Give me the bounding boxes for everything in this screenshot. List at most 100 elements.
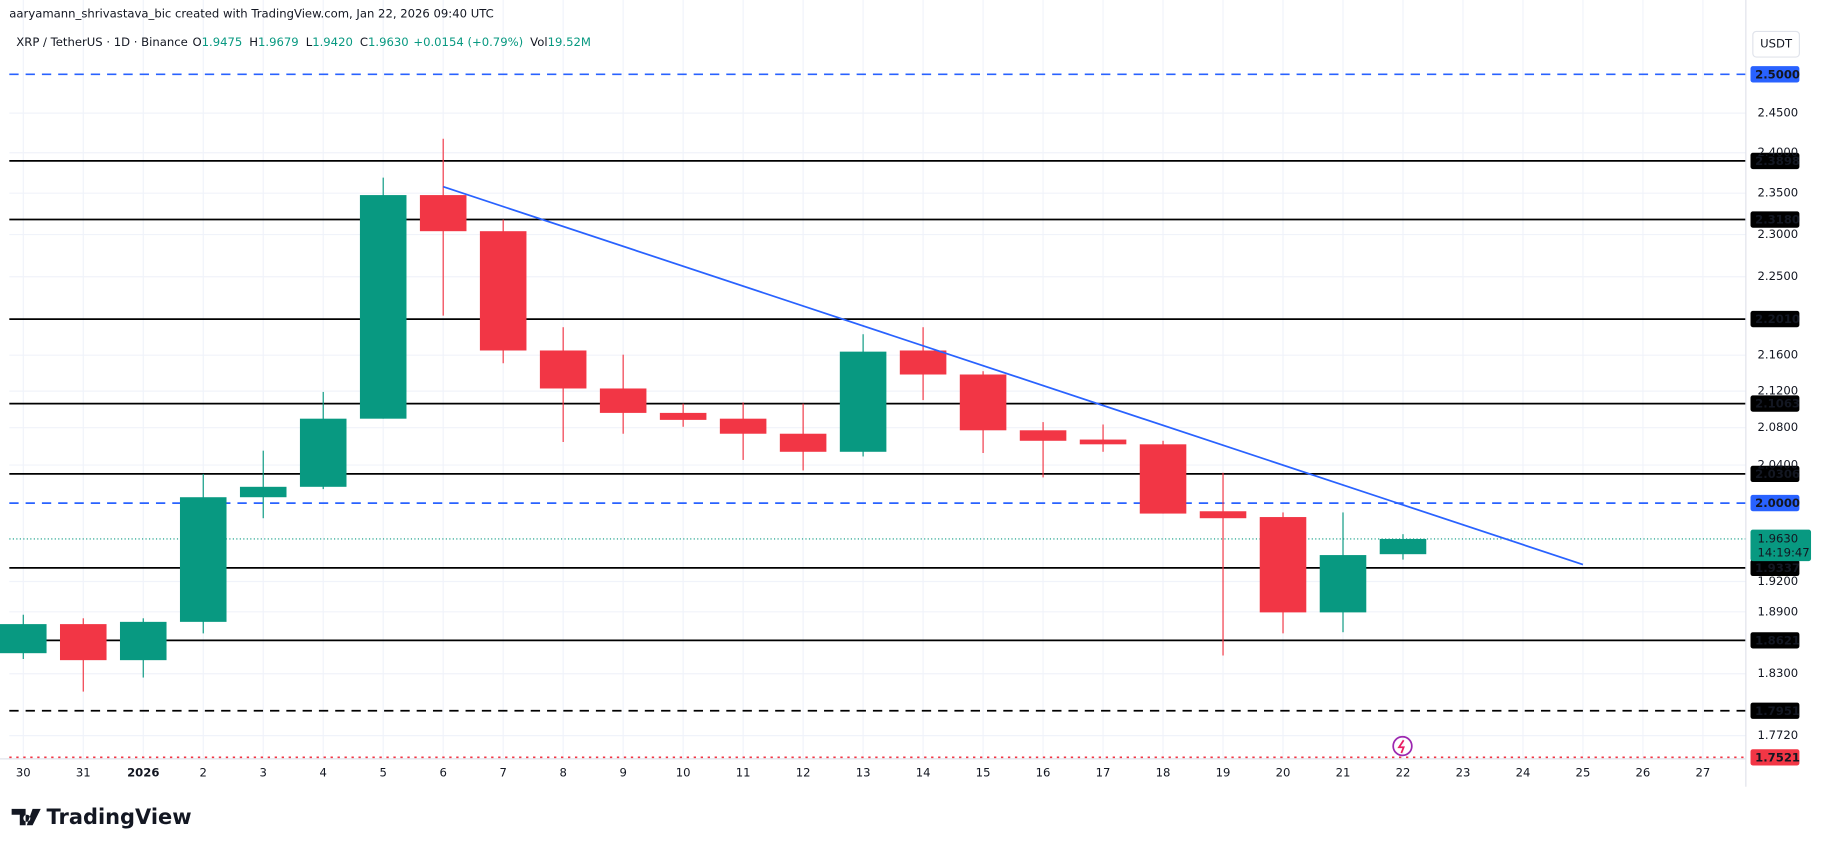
candle-body [899, 350, 947, 375]
candle-body [1139, 444, 1187, 514]
x-tick-label: 15 [976, 765, 991, 779]
level-label-box [1750, 395, 1800, 412]
x-tick-label: 7 [499, 765, 506, 779]
x-tick-label: 23 [1456, 765, 1471, 779]
field-key: O [192, 34, 201, 48]
y-tick-label: 2.3000 [1757, 227, 1798, 241]
field-value: 1.9420 [312, 34, 353, 48]
y-tick-label: 1.8300 [1757, 666, 1798, 680]
volume: 19.52M [548, 34, 591, 48]
candle-body [359, 195, 407, 419]
candle-body [239, 486, 287, 498]
level-label-box [1750, 465, 1800, 483]
x-tick-label: 22 [1396, 765, 1411, 779]
x-tick-label: 5 [380, 765, 387, 779]
candle-body [179, 497, 227, 622]
y-tick-label: 2.1200 [1757, 384, 1798, 398]
level-label: 1.8621 [1755, 633, 1800, 647]
x-tick-label: 2026 [127, 765, 159, 779]
level-label: 1.9337 [1755, 561, 1800, 575]
candle-body [479, 231, 527, 351]
x-tick-label: 14 [916, 765, 931, 779]
x-tick-label: 9 [619, 765, 626, 779]
axes: 2.4500 2.4000 2.3500 2.3000 2.2500 2.1600 2.12… [16, 106, 1798, 780]
level-label-box [1750, 152, 1800, 170]
field-key: H [249, 34, 258, 48]
x-tick-label: 25 [1576, 765, 1591, 779]
current-price-label: 1.9630 [1757, 531, 1798, 545]
level-label: 1.7521 [1755, 750, 1800, 764]
x-tick-label: 16 [1036, 765, 1051, 779]
candle-body [839, 351, 887, 452]
trendline [442, 185, 1584, 566]
level-label-box [1750, 702, 1800, 719]
level-label-box [1750, 211, 1800, 228]
field-value: 1.9475 [202, 34, 243, 48]
brand: TradingView [47, 805, 192, 829]
x-tick-label: 10 [676, 765, 691, 779]
x-tick-label: 11 [736, 765, 751, 779]
currency-box[interactable] [1752, 30, 1800, 58]
candle-body [959, 374, 1007, 431]
candle-body [419, 195, 467, 232]
candles [0, 138, 1584, 692]
field-key: L [306, 34, 313, 48]
x-tick-label: 30 [16, 765, 31, 779]
event-icon[interactable] [1392, 735, 1413, 757]
x-tick-label: 13 [856, 765, 871, 779]
candle-body [599, 388, 647, 413]
y-tick-label: 1.9200 [1757, 574, 1798, 588]
candle-body [1079, 439, 1127, 445]
x-tick-label: 21 [1336, 765, 1351, 779]
x-tick-label: 8 [559, 765, 566, 779]
candle-body [0, 624, 47, 654]
candle-body [539, 350, 587, 389]
field-value: 1.9679 [258, 34, 299, 48]
attribution: aaryamann_shrivastava_bic created with T… [9, 6, 493, 20]
y-tick-label: 2.2500 [1757, 269, 1798, 283]
level-label: 2.0000 [1755, 496, 1800, 510]
countdown: 14:19:47 [1757, 545, 1809, 559]
level-label: 2.0306 [1755, 467, 1800, 481]
x-tick-label: 31 [76, 765, 91, 779]
level-label-box [1750, 749, 1800, 766]
x-tick-label: 6 [439, 765, 446, 779]
y-tick-label: 2.0800 [1757, 420, 1798, 434]
level-label-box [1750, 559, 1800, 576]
change: +0.0154 (+0.79%) [413, 34, 523, 48]
candle-body [59, 624, 107, 661]
y-tick-label: 1.8900 [1757, 604, 1798, 618]
levels: 2.5000 2.3898 2.3180 2.2010 2.1063 2.0306 2.00… [9, 66, 1812, 766]
x-tick-label: 19 [1216, 765, 1231, 779]
symbol: XRP / TetherUS · 1D · Binance [16, 34, 188, 48]
candle-body [779, 433, 827, 452]
event-icon-bolt [1397, 739, 1405, 754]
candle-body [719, 418, 767, 434]
candle-body [1319, 555, 1367, 613]
y-tick-label: 1.7720 [1757, 728, 1798, 742]
candle-body [119, 621, 167, 661]
x-tick-label: 18 [1156, 765, 1171, 779]
level-label: 1.7951 [1755, 704, 1800, 718]
x-tick-label: 3 [260, 765, 267, 779]
candle-body [659, 412, 707, 420]
x-tick-label: 27 [1696, 765, 1711, 779]
x-tick-label: 26 [1636, 765, 1651, 779]
level-label: 2.3898 [1755, 154, 1800, 168]
x-tick-label: 17 [1096, 765, 1111, 779]
x-tick-label: 4 [320, 765, 327, 779]
currency: USDT [1760, 37, 1793, 51]
brand-icon [11, 808, 41, 826]
field-key: C [360, 34, 368, 48]
volume-key: Vol [530, 34, 547, 48]
x-tick-label: 24 [1516, 765, 1531, 779]
symbol-legend: XRP / TetherUS · 1D · Binance O1.9475 H1.9… [16, 34, 591, 48]
y-tick-label: 2.4500 [1757, 106, 1798, 120]
candle-body [1199, 511, 1247, 519]
level-label: 2.5000 [1755, 67, 1800, 81]
level-label: 2.3180 [1755, 213, 1800, 227]
y-tick-label: 2.1600 [1757, 348, 1798, 362]
